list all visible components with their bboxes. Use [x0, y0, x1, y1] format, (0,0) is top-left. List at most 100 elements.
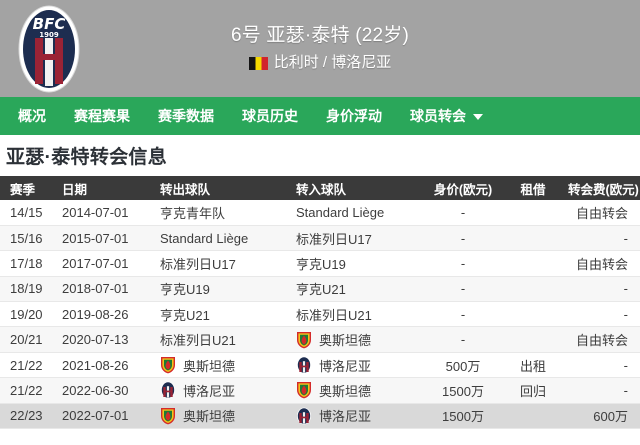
team-name-label: 奥斯坦德: [319, 333, 372, 349]
team-name-label: 亨克青年队: [160, 205, 226, 221]
cell-fee: -: [562, 225, 640, 252]
cell-fee: 自由转会: [562, 326, 640, 353]
team-from[interactable]: 奥斯坦德: [160, 406, 280, 425]
tab-transfers[interactable]: 球员转会: [396, 97, 497, 135]
nav-item-label: 概况: [18, 108, 46, 124]
team-name-label: 标准列日U17: [296, 231, 372, 247]
cell-fee: -: [562, 377, 640, 404]
player-identity: 6号 亚瑟·泰特 (22岁) 比利时 / 博洛尼亚: [231, 24, 409, 73]
cell-from: 亨克青年队: [150, 200, 286, 226]
table-row[interactable]: 17/18 2017-07-01 标准列日U17 亨克U19 - 自由转会: [0, 250, 640, 277]
cell-fee: 自由转会: [562, 250, 640, 277]
nav-item-label: 赛程赛果: [74, 108, 130, 124]
cell-season: 19/20: [0, 301, 56, 328]
tab-overview[interactable]: 概况: [10, 97, 60, 135]
team-from[interactable]: Standard Liège: [160, 231, 280, 246]
table-header: 赛季 日期 转出球队 转入球队 身价(欧元) 租借 转会费(欧元): [0, 176, 640, 200]
table-row[interactable]: 22/23 2022-07-01 奥斯坦德 博洛尼亚 1500万 600万: [0, 403, 640, 430]
team-name-label: 标准列日U21: [296, 307, 372, 323]
cell-loan: [504, 276, 562, 303]
bologna-crest-icon: [297, 356, 311, 374]
cell-loan: [504, 225, 562, 252]
team-from[interactable]: 标准列日U17: [160, 254, 280, 273]
player-name-and-number: 6号 亚瑟·泰特 (22岁): [230, 25, 410, 47]
team-to[interactable]: 博洛尼亚: [296, 406, 416, 425]
cell-from: 标准列日U17: [150, 250, 286, 277]
team-from[interactable]: 奥斯坦德: [160, 356, 280, 375]
player-header-banner: BFC 1909 6号 亚瑟·泰特 (22岁) 比利时 / 博洛尼亚: [0, 0, 640, 97]
team-from[interactable]: 博洛尼亚: [160, 381, 280, 400]
cell-loan: [504, 250, 562, 277]
tab-player-history[interactable]: 球员历史: [228, 97, 312, 135]
team-to[interactable]: 博洛尼亚: [296, 356, 416, 375]
table-row[interactable]: 18/19 2018-07-01 亨克U19 亨克U21 - -: [0, 276, 640, 303]
table-header-row: 赛季 日期 转出球队 转入球队 身价(欧元) 租借 转会费(欧元): [0, 176, 640, 200]
column-header-to: 转入球队: [286, 176, 422, 200]
team-name-label: 博洛尼亚: [319, 358, 372, 374]
team-name-label: 亨克U21: [160, 307, 210, 323]
bologna-crest-icon: [297, 407, 311, 425]
cell-loan: [504, 326, 562, 353]
chevron-down-icon[interactable]: [473, 114, 483, 120]
cell-to: 博洛尼亚: [286, 403, 422, 430]
team-to[interactable]: 亨克U19: [296, 254, 416, 273]
cell-value: -: [422, 301, 504, 328]
cell-fee: -: [562, 301, 640, 328]
tab-market-value[interactable]: 身价浮动: [312, 97, 396, 135]
team-name-label: Standard Liège: [296, 204, 385, 220]
tab-season-stats[interactable]: 赛季数据: [144, 97, 228, 135]
table-row[interactable]: 15/16 2015-07-01 Standard Liège 标准列日U17 - -: [0, 225, 640, 252]
nav-item-label: 球员转会: [410, 108, 466, 124]
cell-to: 奥斯坦德: [286, 326, 422, 353]
team-name-label: 亨克U19: [296, 256, 346, 272]
team-from[interactable]: 标准列日U21: [160, 330, 280, 349]
cell-value: -: [422, 276, 504, 303]
column-header-value: 身价(欧元): [422, 176, 504, 200]
team-to[interactable]: 奥斯坦德: [296, 381, 416, 400]
cell-loan: [504, 200, 562, 226]
table-row[interactable]: 21/22 2021-08-26 奥斯坦德 博洛尼亚 500万 出租 -: [0, 352, 640, 379]
cell-to: 博洛尼亚: [286, 352, 422, 379]
cell-from: 奥斯坦德: [150, 352, 286, 379]
cell-date: 2020-07-13: [56, 326, 150, 353]
team-to[interactable]: Standard Liège: [296, 205, 416, 220]
team-to[interactable]: 标准列日U21: [296, 305, 416, 324]
column-header-fee: 转会费(欧元): [562, 176, 640, 200]
oostende-crest-icon: [297, 331, 311, 349]
team-from[interactable]: 亨克U21: [160, 305, 280, 324]
nav-item-label: 身价浮动: [326, 108, 382, 124]
cell-to: 标准列日U17: [286, 225, 422, 252]
team-name-label: 标准列日U21: [160, 333, 236, 349]
table-body: 14/15 2014-07-01 亨克青年队 Standard Liège - 自由转会 1…: [0, 200, 640, 430]
team-name-label: 奥斯坦德: [183, 409, 236, 425]
cell-loan: 回归: [504, 377, 562, 404]
cell-value: -: [422, 326, 504, 353]
table-row[interactable]: 19/20 2019-08-26 亨克U21 标准列日U21 - -: [0, 301, 640, 328]
table-row[interactable]: 21/22 2022-06-30 博洛尼亚 奥斯坦德 1500万 回归 -: [0, 377, 640, 404]
cell-date: 2019-08-26: [56, 301, 150, 328]
cell-season: 21/22: [0, 352, 56, 379]
column-header-from: 转出球队: [150, 176, 286, 200]
cell-season: 18/19: [0, 276, 56, 303]
page-title: 亚瑟·泰特转会信息: [0, 135, 640, 176]
cell-from: 亨克U21: [150, 301, 286, 328]
cell-season: 15/16: [0, 225, 56, 252]
cell-value: -: [422, 225, 504, 252]
team-name-label: 亨克U19: [160, 282, 210, 298]
oostende-crest-icon: [297, 382, 311, 399]
cell-from: 亨克U19: [150, 276, 286, 303]
team-to[interactable]: 标准列日U17: [296, 229, 416, 248]
cell-loan: 出租: [504, 352, 562, 379]
main-navigation-bar: 概况 赛程赛果 赛季数据 球员历史 身价浮动 球员转会: [0, 97, 640, 135]
cell-date: 2015-07-01: [56, 225, 150, 252]
team-to[interactable]: 亨克U21: [296, 279, 416, 298]
cell-loan: [504, 301, 562, 328]
team-to[interactable]: 奥斯坦德: [296, 330, 416, 349]
transfer-history-table: 赛季 日期 转出球队 转入球队 身价(欧元) 租借 转会费(欧元) 14/15 2014-07…: [0, 176, 640, 430]
table-row[interactable]: 14/15 2014-07-01 亨克青年队 Standard Liège - 自由转会: [0, 200, 640, 226]
team-from[interactable]: 亨克U19: [160, 279, 280, 298]
table-row[interactable]: 20/21 2020-07-13 标准列日U21 奥斯坦德 - 自由转会: [0, 326, 640, 353]
cell-to: 奥斯坦德: [286, 377, 422, 404]
team-from[interactable]: 亨克青年队: [160, 203, 280, 222]
tab-fixtures-results[interactable]: 赛程赛果: [60, 97, 144, 135]
